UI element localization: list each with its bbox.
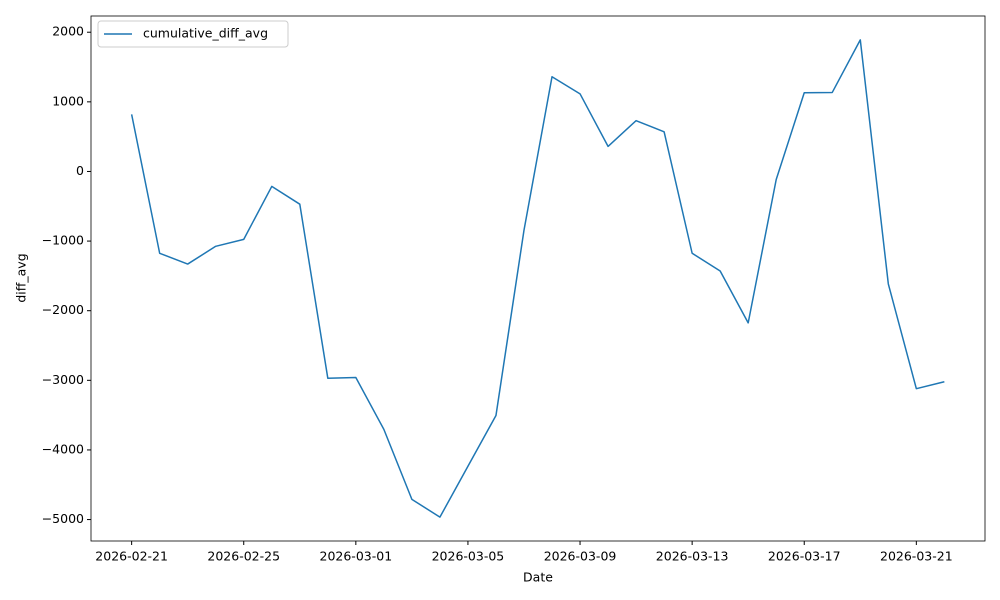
line bbox=[130, 39, 945, 518]
y-tick-label: −5000 bbox=[42, 511, 84, 526]
x-tick-label: 2026-03-09 bbox=[544, 549, 617, 564]
y-tick-label: 2000 bbox=[52, 24, 84, 39]
y-axis-label: diff_avg bbox=[14, 253, 29, 302]
y-tick-label: −3000 bbox=[42, 372, 84, 387]
x-tick-label: 2026-03-05 bbox=[432, 549, 505, 564]
x-tick-label: 2026-03-01 bbox=[320, 549, 393, 564]
y-tick-label: −1000 bbox=[42, 233, 84, 248]
legend-box bbox=[97, 20, 289, 48]
y-tick-label: −2000 bbox=[42, 302, 84, 317]
x-tick-label: 2026-03-17 bbox=[768, 549, 841, 564]
x-tick-label: 2026-02-25 bbox=[207, 549, 280, 564]
x-tick-label: 2026-03-13 bbox=[656, 549, 729, 564]
y-tick-label: 1000 bbox=[52, 93, 84, 108]
x-tick-label: 2026-02-21 bbox=[95, 549, 168, 564]
x-tick-label: 2026-03-21 bbox=[880, 549, 953, 564]
plot-frame bbox=[90, 15, 986, 542]
y-tick-label: 0 bbox=[76, 163, 84, 178]
x-axis-label: Date bbox=[523, 570, 553, 585]
y-tick-label: −4000 bbox=[42, 441, 84, 456]
legend-label: cumulative_diff_avg bbox=[143, 26, 268, 41]
